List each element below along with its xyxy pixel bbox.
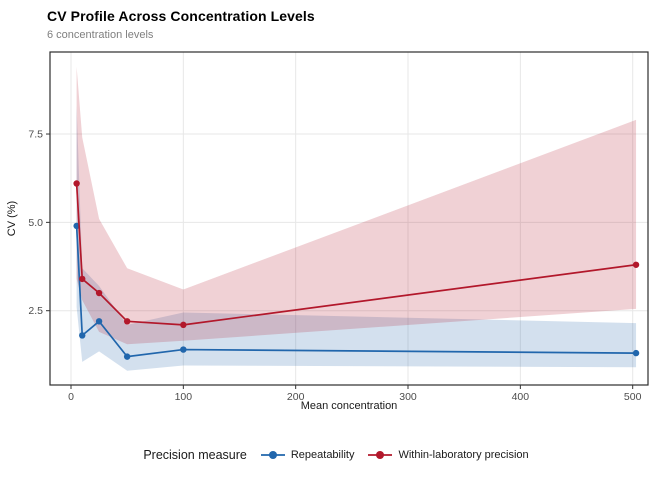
svg-text:0: 0 [68, 391, 74, 403]
svg-text:500: 500 [624, 391, 642, 403]
svg-text:2.5: 2.5 [28, 305, 43, 317]
page-title: CV Profile Across Concentration Levels [47, 8, 315, 24]
svg-text:400: 400 [512, 391, 530, 403]
cv-profile-plot: 0 100 200 300 400 500 2.5 5.0 7.5 Mean concentrat… [6, 51, 649, 412]
legend: Precision measure Repeatability Within-l… [0, 440, 672, 470]
svg-text:200: 200 [287, 391, 305, 403]
legend-item-label: Repeatability [290, 449, 355, 461]
svg-text:Mean concentration: Mean concentration [301, 400, 398, 412]
legend-title: Precision measure [143, 448, 247, 462]
repeatability-key-icon [260, 451, 285, 459]
legend-item-label: Within-laboratory precision [398, 449, 529, 461]
svg-text:100: 100 [175, 391, 193, 403]
svg-text:CV (%): CV (%) [6, 201, 18, 236]
legend-item-within-laboratory-precision: Within-laboratory precision [367, 448, 529, 462]
chart-subtitle: 6 concentration levels [47, 29, 154, 41]
svg-text:5.0: 5.0 [28, 217, 43, 229]
legend-item-repeatability: Repeatability [260, 448, 355, 462]
svg-text:300: 300 [399, 391, 417, 403]
within-laboratory-precision-key-icon [368, 451, 393, 459]
svg-text:7.5: 7.5 [28, 129, 43, 141]
